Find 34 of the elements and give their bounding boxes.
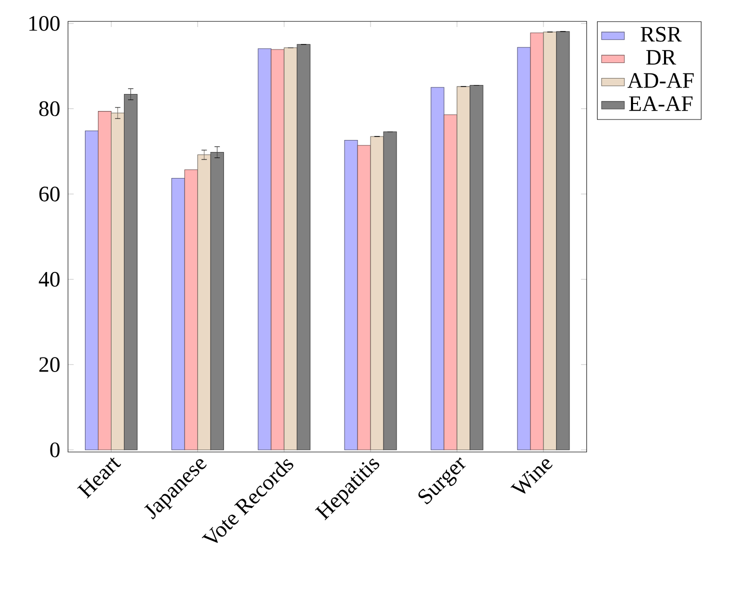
bar [370,136,384,450]
bar [124,94,138,450]
bar [344,140,358,450]
bar [296,44,310,450]
bar [383,132,397,450]
bar [517,47,531,450]
bar [530,32,544,450]
legend-label: EA-AF [629,96,692,111]
bar [430,87,444,450]
bar [258,48,272,450]
bar [470,85,484,450]
bar [284,47,298,450]
legend-label: AD-AF [627,73,694,88]
y-tick-label: 100 [29,16,60,31]
y-tick-label: 80 [39,101,60,116]
bar [197,154,211,450]
bar [270,49,284,450]
bar [171,178,185,450]
legend-label: RSR [640,26,682,42]
x-tick-label: Wine [510,459,552,494]
bar [456,86,470,450]
y-tick-label: 40 [38,272,60,287]
legend-label: DR [646,50,676,65]
y-tick-label: 60 [39,186,60,202]
bar [543,32,557,450]
bar [98,111,112,450]
bar [184,169,198,450]
bar [84,130,98,450]
y-tick-label: 0 [50,442,60,458]
bar [357,145,371,450]
bar [444,114,458,450]
bar [210,152,224,450]
y-tick-label: 20 [39,357,60,372]
bar [556,31,570,450]
